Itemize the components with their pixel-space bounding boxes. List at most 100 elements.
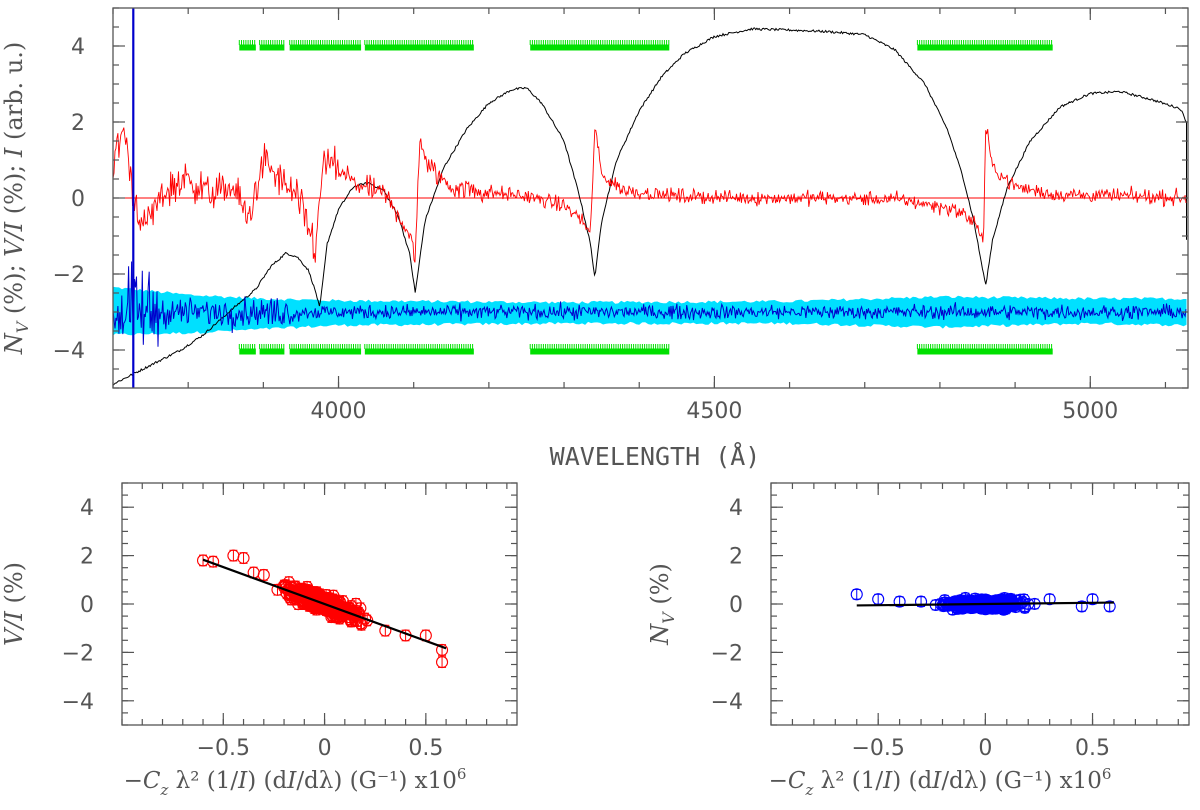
vi-plot-area [196, 549, 449, 669]
stokes-i-series [113, 27, 1187, 386]
nv-ticks: −0.5 0 0.5 −4 −2 0 2 4 [711, 482, 1189, 761]
x-tick-label: −0.5 [851, 736, 904, 761]
xlabel-part: C [143, 768, 161, 794]
y-tick-label: −2 [53, 263, 85, 288]
xlabel-part: ) (d [892, 768, 932, 794]
mask-band [289, 44, 362, 51]
mask-band [364, 44, 474, 51]
ylabel-part: V [13, 320, 32, 333]
x-tick-label: −0.5 [197, 736, 250, 761]
scatter-point [285, 593, 298, 606]
x-tick-label: 0 [978, 736, 992, 761]
nv-plot-area [850, 588, 1116, 616]
scatter-point [326, 609, 339, 623]
spectrum-plot-area [113, 8, 1188, 388]
ylabel-part: (%) [646, 563, 674, 612]
scatter-point [436, 656, 449, 669]
mask-band [239, 44, 256, 51]
xlabel-part: /dλ) (G⁻¹) x10 [296, 768, 457, 794]
x-tick-label: 4500 [686, 399, 742, 424]
scatter-point [872, 593, 885, 606]
ylabel-part: (%); [0, 157, 28, 222]
mask-band-ticks [529, 40, 670, 45]
mask-band-ticks [238, 344, 256, 349]
xlabel-part: z [159, 781, 168, 799]
mask-band-ticks [259, 344, 285, 349]
mask-band [239, 348, 256, 355]
ylabel-part: V/I [0, 611, 28, 646]
y-tick-label: −4 [711, 690, 743, 715]
xlabel-part: λ² (1/ [813, 768, 883, 794]
mask-band-ticks [259, 40, 285, 45]
xlabel-part: − [124, 768, 143, 794]
mask-band [289, 348, 362, 355]
y-tick-label: 0 [80, 593, 94, 618]
ylabel-part: (arb. u.) [0, 42, 28, 148]
spectrum-ticks: 4000 4500 5000 −4 −2 0 2 4 [53, 7, 1188, 424]
mask-band-ticks [364, 40, 474, 45]
ylabel-part: (%) [0, 562, 28, 611]
y-tick-label: −4 [53, 339, 85, 364]
nv-y-axis-label: NV (%) [646, 563, 678, 646]
xlabel-part: 6 [1102, 765, 1112, 783]
spectrum-panel: 4000 4500 5000 −4 −2 0 2 4 WAVELENGTH (Å) NV (%… [0, 7, 1189, 471]
vi-series [113, 127, 1187, 263]
mask-band-ticks [289, 344, 361, 349]
xlabel-part: z [804, 781, 813, 799]
y-tick-label: 4 [71, 35, 85, 60]
x-tick-label: 0.5 [1075, 736, 1110, 761]
xlabel-part: I [237, 768, 248, 794]
mask-band [530, 348, 670, 355]
ylabel-part: N [0, 332, 28, 355]
y-tick-label: −4 [62, 690, 94, 715]
xlabel-part: − [769, 768, 788, 794]
scatter-point [227, 549, 240, 562]
scatter-point [850, 588, 863, 601]
ylabel-part: V/I [0, 221, 28, 256]
nv-series [113, 261, 1187, 347]
vi-x-axis-label: −Cz λ² (1/I) (dI/dλ) (G⁻¹) x106 [124, 765, 467, 799]
nv-regression-panel: −0.5 0 0.5 −4 −2 0 2 4 −Cz λ² (1/I) (dI/dλ) (G⁻… [646, 482, 1190, 799]
x-tick-label: 0.5 [408, 736, 443, 761]
x-tick-label: 5000 [1062, 399, 1118, 424]
xlabel-part: I [931, 768, 942, 794]
ylabel-part: I [0, 147, 28, 158]
nv-error-band [113, 286, 1187, 336]
xlabel-part: 6 [457, 765, 467, 783]
y-tick-label: 4 [80, 496, 94, 521]
mask-band [259, 348, 285, 355]
scatter-point [237, 551, 250, 565]
x-tick-label: 0 [318, 736, 332, 761]
regression-fit-line [856, 601, 1114, 607]
xlabel-part: C [788, 768, 806, 794]
spectrum-x-axis-label: WAVELENGTH (Å) [550, 442, 761, 471]
scatter-point [948, 599, 961, 612]
x-tick-label: 4000 [311, 399, 367, 424]
y-tick-label: 4 [729, 496, 743, 521]
xlabel-part: I [286, 768, 297, 794]
mask-band-ticks [238, 40, 256, 45]
scatter-point [257, 568, 270, 582]
mask-band [917, 44, 1053, 51]
regression-fit-line [202, 558, 447, 650]
ylabel-part: N [646, 623, 674, 646]
mask-band-ticks [529, 344, 670, 349]
y-tick-label: −2 [62, 641, 94, 666]
mask-band-group [238, 344, 1053, 355]
y-tick-label: 2 [71, 111, 85, 136]
vi-ticks: −0.5 0 0.5 −4 −2 0 2 4 [62, 482, 517, 761]
mask-band-ticks [364, 344, 474, 349]
spectrum-y-axis-label: NV (%); V/I (%); I (arb. u.) [0, 42, 32, 356]
scatter-point [1010, 594, 1023, 607]
mask-band-group [238, 40, 1053, 51]
ylabel-part: V [659, 611, 678, 624]
xlabel-part: I [882, 768, 893, 794]
mask-band [364, 348, 474, 355]
mask-band-ticks [916, 40, 1053, 45]
ylabel-part: (%); [0, 257, 28, 322]
scatter-point [971, 596, 984, 609]
mask-band [530, 44, 670, 51]
y-tick-label: 0 [71, 187, 85, 212]
scatter-point [915, 595, 928, 608]
